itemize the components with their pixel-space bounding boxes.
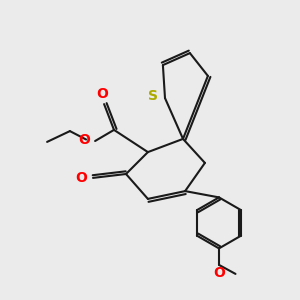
Text: O: O bbox=[97, 86, 109, 100]
Text: O: O bbox=[213, 266, 225, 280]
Text: O: O bbox=[76, 171, 88, 185]
Text: O: O bbox=[79, 133, 91, 146]
Text: S: S bbox=[148, 89, 158, 103]
